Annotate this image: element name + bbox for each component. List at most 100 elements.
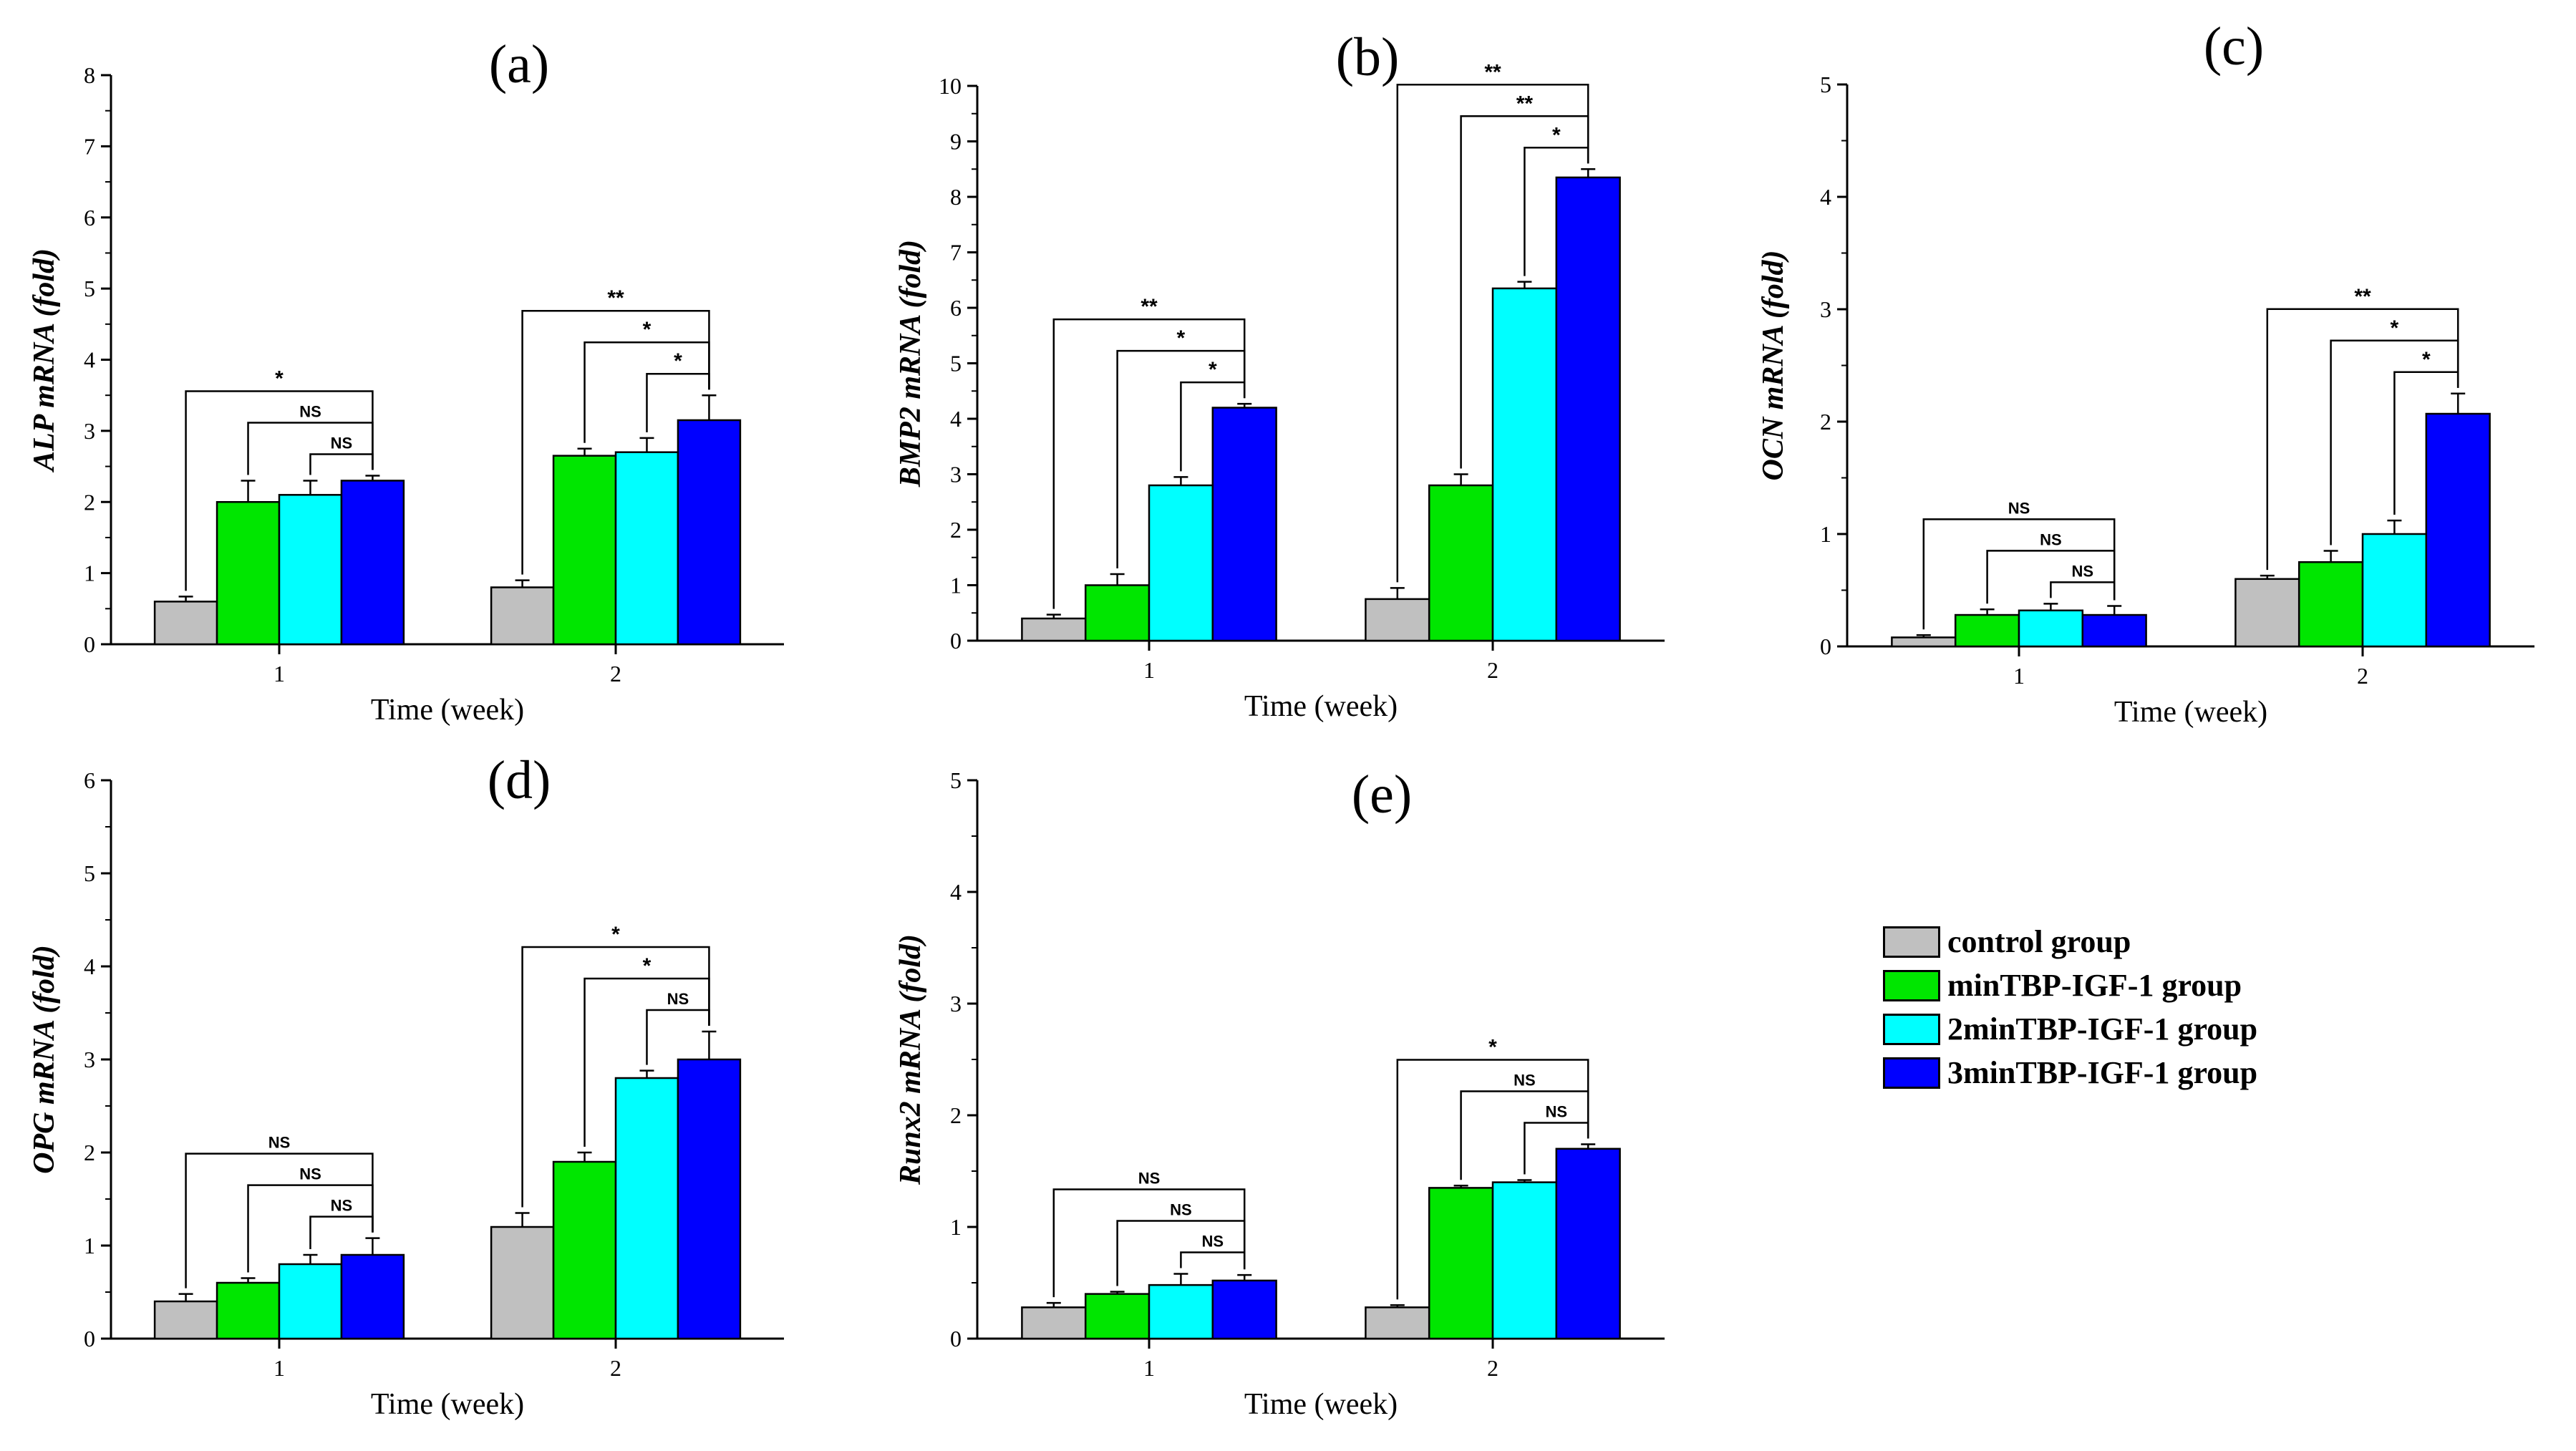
significance-label: NS xyxy=(2072,562,2094,580)
chart-panel: (d) 0 1 2 3 4 5 6 OPG mRNA (fold) Time (week) 1 2 NS… xyxy=(28,750,784,1421)
legend-swatch xyxy=(1883,1057,1940,1089)
bar xyxy=(1491,287,1558,642)
significance-label: NS xyxy=(1138,1170,1161,1188)
x-tick-label: 1 xyxy=(1143,657,1155,683)
y-tick-label: 3 xyxy=(1820,296,1831,322)
y-tick-label: 8 xyxy=(950,184,962,210)
significance-label: * xyxy=(1209,358,1217,382)
significance-label: NS xyxy=(268,1134,291,1152)
significance-label: NS xyxy=(331,1197,353,1215)
y-tick-label: 1 xyxy=(84,560,95,586)
significance-bracket xyxy=(2050,581,2116,601)
panel-label: (e) xyxy=(1352,765,1412,825)
x-tick-label: 2 xyxy=(1487,1355,1498,1381)
y-tick-label: 5 xyxy=(84,860,95,886)
x-tick-label: 1 xyxy=(273,661,285,686)
y-tick-label: 1 xyxy=(950,1214,962,1240)
y-tick-label: 7 xyxy=(84,133,95,159)
x-axis-title: Time (week) xyxy=(1244,1388,1398,1421)
bar xyxy=(278,1263,343,1340)
significance-label: * xyxy=(275,367,284,390)
bar xyxy=(1954,613,2020,648)
y-tick-label: 4 xyxy=(950,879,962,905)
y-tick-label: 4 xyxy=(84,347,95,373)
significance-bracket xyxy=(646,1009,710,1065)
bar xyxy=(1891,636,1957,648)
significance-label: * xyxy=(674,349,682,373)
y-tick-label: 0 xyxy=(950,628,962,654)
legend-label: control group xyxy=(1947,924,2131,959)
legend-item: 3minTBP-IGF-1 group xyxy=(1883,1051,2384,1095)
bar xyxy=(278,494,343,646)
legend-label: minTBP-IGF-1 group xyxy=(1947,968,2242,1003)
significance-bracket xyxy=(1180,1251,1246,1270)
x-tick-label: 2 xyxy=(610,661,621,686)
x-tick-label: 1 xyxy=(273,1355,285,1381)
y-tick-label: 2 xyxy=(950,1102,962,1128)
bar xyxy=(1365,598,1430,642)
significance-bracket xyxy=(1396,1059,1589,1300)
x-tick-label: 2 xyxy=(610,1355,621,1381)
chart-panel: (a) 0 1 2 3 4 5 6 7 8 ALP mRNA (fold) Time (week) 1 2… xyxy=(28,34,784,727)
legend-item: minTBP-IGF-1 group xyxy=(1883,964,2384,1007)
bar xyxy=(1211,1279,1277,1340)
significance-label: * xyxy=(1552,123,1561,147)
panel-label: (b) xyxy=(1336,27,1400,87)
significance-label: * xyxy=(1177,326,1186,350)
bar xyxy=(1021,1306,1087,1340)
significance-label: NS xyxy=(331,434,353,452)
legend-label: 3minTBP-IGF-1 group xyxy=(1947,1055,2258,1090)
y-axis-title: OCN mRNA (fold) xyxy=(1757,250,1790,480)
significance-bracket xyxy=(1052,1188,1246,1298)
bar xyxy=(677,419,742,646)
y-tick-label: 5 xyxy=(950,351,962,377)
y-tick-label: 0 xyxy=(84,1326,95,1351)
bar xyxy=(490,1226,555,1340)
bar xyxy=(2425,412,2491,648)
significance-bracket xyxy=(521,946,710,1208)
y-tick-label: 5 xyxy=(84,276,95,301)
y-axis-title: Runx2 mRNA (fold) xyxy=(894,934,927,1185)
y-tick-label: 1 xyxy=(950,573,962,598)
significance-label: NS xyxy=(299,1165,321,1183)
x-tick-label: 1 xyxy=(2013,663,2025,689)
y-tick-label: 10 xyxy=(939,73,962,99)
y-tick-label: 2 xyxy=(1820,409,1831,435)
significance-label: NS xyxy=(1170,1201,1192,1219)
legend-item: 2minTBP-IGF-1 group xyxy=(1883,1007,2384,1051)
significance-label: NS xyxy=(1514,1072,1536,1090)
bar xyxy=(1021,617,1087,642)
bar xyxy=(2018,609,2084,648)
significance-label: ** xyxy=(2354,285,2371,309)
bar xyxy=(490,586,555,646)
y-tick-label: 5 xyxy=(950,767,962,793)
bar xyxy=(340,480,405,646)
significance-bracket xyxy=(309,453,374,475)
y-axis-title: OPG mRNA (fold) xyxy=(28,945,61,1174)
significance-bracket xyxy=(185,390,374,591)
significance-bracket xyxy=(309,1215,374,1249)
y-tick-label: 3 xyxy=(84,1047,95,1072)
bar xyxy=(2297,561,2364,648)
significance-label: * xyxy=(643,954,652,978)
bar xyxy=(552,455,617,646)
chart-panel: (b) 0 1 2 3 4 5 6 7 8 9 10 BMP2 mRNA (fold) Time (wee… xyxy=(894,27,1665,723)
chart-panel: (c) 0 1 2 3 4 5 OCN mRNA (fold) Time (week) 1 2 NS N… xyxy=(1757,16,2534,729)
bar xyxy=(340,1253,405,1340)
bar xyxy=(2081,613,2147,648)
panel-label: (d) xyxy=(488,750,551,810)
x-tick-label: 2 xyxy=(1487,657,1498,683)
significance-bracket xyxy=(1922,518,2116,630)
bar xyxy=(153,601,218,646)
y-tick-label: 7 xyxy=(950,240,962,266)
legend-swatch xyxy=(1883,969,1940,1001)
y-axis-title: ALP mRNA (fold) xyxy=(28,248,61,473)
significance-label: * xyxy=(611,923,620,946)
legend-item: control group xyxy=(1883,920,2384,964)
panel-label: (a) xyxy=(489,34,549,94)
bar xyxy=(677,1058,742,1340)
bar xyxy=(1555,1147,1621,1340)
x-tick-label: 2 xyxy=(2357,663,2368,689)
y-tick-label: 3 xyxy=(950,991,962,1016)
